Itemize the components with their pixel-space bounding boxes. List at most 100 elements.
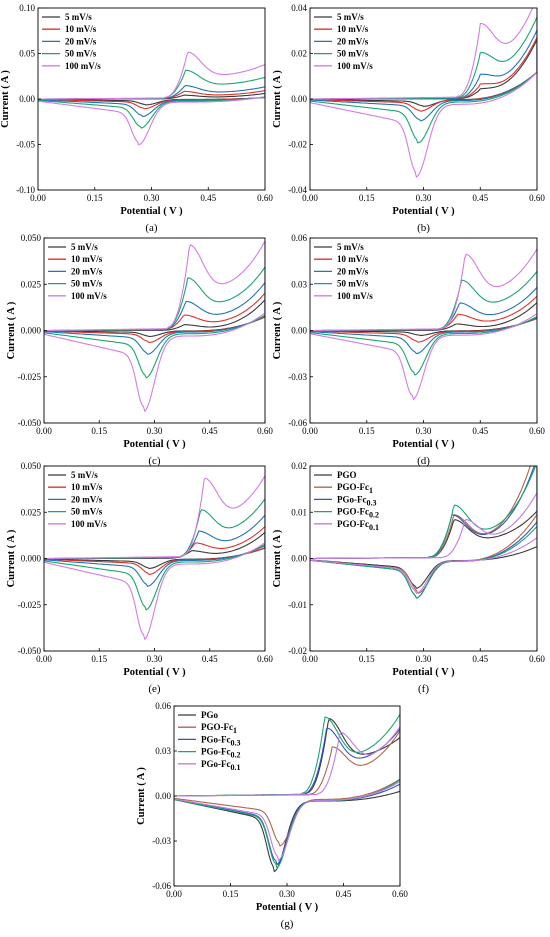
- y-tick-label: 0.00: [291, 94, 307, 104]
- legend-label: 50 mV/s: [71, 279, 103, 289]
- y-tick-label: 0.025: [21, 279, 42, 289]
- series-group: [38, 51, 265, 146]
- y-axis-label: Current ( A ): [136, 767, 147, 825]
- x-tick-label: 0.00: [30, 193, 46, 203]
- x-tick-label: 0.30: [416, 426, 432, 436]
- y-tick-label: -0.03: [152, 836, 171, 846]
- y-tick-label: -0.050: [18, 418, 42, 428]
- y-tick-label: 0.00: [291, 554, 307, 564]
- legend-label: PGO-Fc0.1: [337, 519, 379, 532]
- x-tick-label: 0.45: [336, 889, 352, 899]
- x-tick-label: 0.30: [416, 193, 432, 203]
- legend-label: 50 mV/s: [65, 49, 97, 59]
- y-tick-label: 0.06: [291, 233, 307, 243]
- y-axis-label: Current ( A ): [6, 301, 17, 359]
- x-tick-label: 0.00: [36, 654, 52, 664]
- series-line: [44, 474, 265, 641]
- y-axis-label: Current ( A ): [272, 70, 283, 128]
- legend: 5 mV/s 10 mV/s 20 mV/s 50 mV/s 100 mV/s: [314, 242, 373, 301]
- legend: 5 mV/s 10 mV/s 20 mV/s 50 mV/s 100 mV/s: [48, 242, 107, 301]
- x-tick-label: 0.15: [359, 193, 375, 203]
- x-tick-label: 0.60: [392, 889, 408, 899]
- x-tick-label: 0.60: [529, 426, 545, 436]
- y-tick-label: -0.10: [16, 185, 35, 195]
- legend-subscript: 0.1: [231, 763, 241, 772]
- legend-label: PGO-Fc0.2: [337, 507, 379, 520]
- x-tick-label: 0.15: [91, 426, 107, 436]
- y-axis-label: Current ( A ): [272, 529, 283, 587]
- y-tick-label: 0.01: [291, 507, 307, 517]
- legend-label: 100 mV/s: [337, 291, 373, 301]
- legend-label: PGO: [337, 470, 357, 480]
- series-line: [44, 239, 265, 413]
- x-tick-label: 0.45: [472, 654, 488, 664]
- y-tick-label: 0.03: [155, 746, 171, 756]
- y-tick-label: -0.025: [18, 600, 42, 610]
- x-axis-label: Potential ( V ): [123, 439, 186, 450]
- y-tick-label: 0.00: [291, 326, 307, 336]
- panel-caption: (c): [148, 455, 161, 467]
- y-tick-label: 0.00: [155, 791, 171, 801]
- y-tick-label: 0.050: [21, 461, 42, 471]
- series-group: [174, 713, 400, 873]
- x-tick-label: 0.30: [147, 426, 163, 436]
- x-tick-label: 0.45: [202, 426, 218, 436]
- legend-label: 20 mV/s: [71, 266, 103, 276]
- y-tick-label: -0.04: [288, 185, 307, 195]
- x-axis-label: Potential ( V ): [392, 206, 455, 217]
- y-tick-label: -0.03: [288, 372, 307, 382]
- panel-caption: (d): [417, 455, 430, 467]
- legend-label: 5 mV/s: [71, 242, 98, 252]
- x-tick-label: 0.45: [202, 654, 218, 664]
- legend-label: 10 mV/s: [65, 24, 97, 34]
- series-group: [310, 8, 537, 178]
- legend-label: 5 mV/s: [337, 242, 364, 252]
- x-axis-label: Potential ( V ): [256, 902, 319, 913]
- series-line: [310, 8, 537, 178]
- series-line: [310, 247, 537, 401]
- x-axis-label: Potential ( V ): [123, 667, 186, 678]
- panel-caption: (f): [418, 683, 429, 695]
- y-tick-label: 0.06: [155, 701, 171, 711]
- y-tick-label: 0.05: [19, 49, 35, 59]
- x-tick-label: 0.60: [529, 654, 545, 664]
- y-tick-label: -0.02: [288, 140, 307, 150]
- y-axis-label: Current ( A ): [272, 301, 283, 359]
- y-axis-label: Current ( A ): [0, 70, 11, 128]
- legend-label: 20 mV/s: [71, 494, 103, 504]
- x-tick-label: 0.00: [302, 654, 318, 664]
- panel-caption: (e): [148, 683, 161, 695]
- legend-label: 10 mV/s: [71, 254, 103, 264]
- legend-label: PGo-Fc0.3: [337, 494, 377, 507]
- y-tick-label: -0.06: [288, 418, 307, 428]
- y-tick-label: -0.06: [152, 881, 171, 891]
- x-tick-label: 0.00: [302, 193, 318, 203]
- x-axis-label: Potential ( V ): [392, 667, 455, 678]
- legend-label: 10 mV/s: [337, 24, 369, 34]
- y-tick-label: 0.10: [19, 3, 35, 13]
- legend-subscript: 1: [233, 726, 237, 735]
- legend-label: 20 mV/s: [337, 266, 369, 276]
- x-tick-label: 0.45: [200, 193, 216, 203]
- legend-label: PGo-Fc0.3: [201, 734, 241, 747]
- panel-c: 0.00 0.15 0.30 0.45 0.60 -0.050 -0.025 0.000 0.0…: [6, 233, 273, 467]
- legend-label: 5 mV/s: [71, 470, 98, 480]
- x-tick-label: 0.15: [91, 654, 107, 664]
- legend-label: 5 mV/s: [337, 12, 364, 22]
- x-tick-label: 0.15: [87, 193, 103, 203]
- x-tick-label: 0.60: [257, 426, 273, 436]
- panel-caption: (a): [145, 222, 158, 234]
- legend-subscript: 0.1: [369, 523, 379, 532]
- panel-g: 0.00 0.15 0.30 0.45 0.60 -0.06 -0.03 0.00 0.03 0.…: [136, 701, 408, 930]
- legend-label: 100 mV/s: [71, 519, 107, 529]
- y-tick-label: 0.03: [291, 279, 307, 289]
- x-tick-label: 0.45: [472, 426, 488, 436]
- legend-label: 5 mV/s: [65, 12, 92, 22]
- legend-label: PGo: [201, 710, 218, 720]
- series-line: [310, 491, 537, 594]
- legend-label: 20 mV/s: [337, 36, 369, 46]
- y-tick-label: 0.025: [21, 507, 42, 517]
